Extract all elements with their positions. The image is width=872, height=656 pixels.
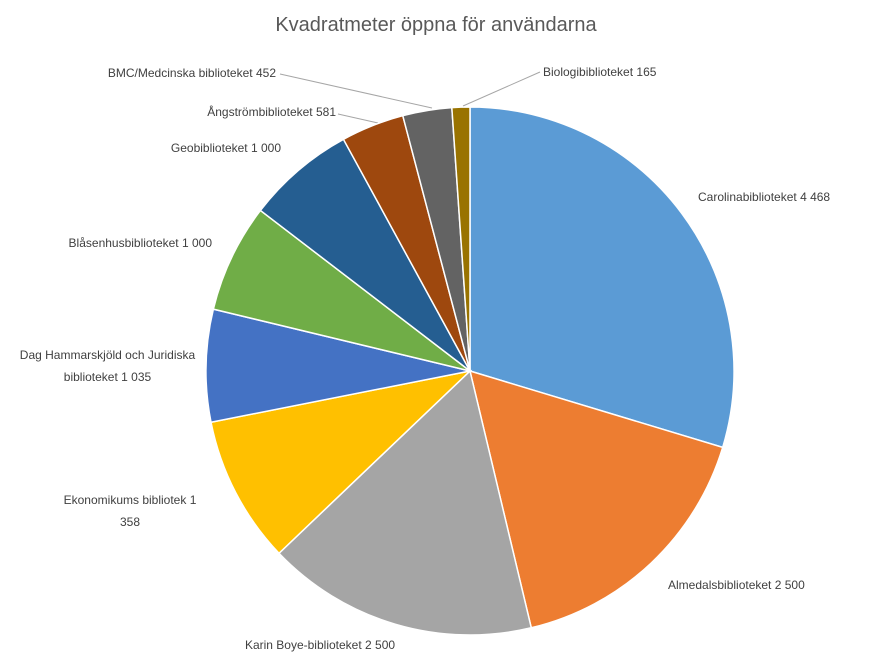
pie-slice: [468, 369, 724, 629]
pie-slice: [469, 106, 735, 449]
pie-slice: [259, 138, 471, 372]
data-label: Ångströmbiblioteket 581: [100, 101, 336, 123]
label-value: 1 035: [121, 370, 152, 384]
label-value: 2 500: [365, 638, 396, 652]
data-label: Almedalsbiblioteket 2 500: [668, 574, 848, 596]
label-value: 165: [636, 65, 657, 79]
data-label: Blåsenhusbiblioteket 1 000: [20, 232, 212, 254]
label-value: 452: [255, 66, 276, 80]
label-category: Almedalsbiblioteket: [668, 578, 772, 592]
leader-line: [462, 71, 541, 107]
data-label: Biologibiblioteket 165: [543, 61, 743, 83]
chart-title: Kvadratmeter öppna för användarna: [275, 14, 597, 36]
data-label: Geobiblioteket 1 000: [100, 137, 281, 159]
pie-slice: [277, 369, 533, 636]
leader-line: [279, 73, 433, 109]
data-label: Ekonomikums bibliotek 1 358: [55, 489, 205, 533]
label-category: Dag Hammarskjöld och Juridiska bibliotek…: [19, 348, 196, 384]
label-category: Carolinabiblioteket: [698, 190, 797, 204]
pie-slice: [210, 369, 473, 555]
label-value: 581: [315, 105, 336, 119]
pie-slice: [205, 308, 471, 424]
label-category: BMC/Medcinska biblioteket: [107, 66, 253, 80]
data-label: Carolinabiblioteket 4 468: [698, 186, 872, 208]
label-value: 2 500: [774, 578, 805, 592]
label-category: Karin Boye-biblioteket: [244, 638, 362, 652]
label-category: Blåsenhusbiblioteket: [68, 236, 179, 250]
label-category: Geobiblioteket: [170, 141, 248, 155]
label-value: 4 468: [800, 190, 831, 204]
pie-slice: [212, 209, 471, 372]
label-category: Ekonomikums bibliotek: [63, 493, 187, 507]
data-label: Karin Boye-biblioteket 2 500: [210, 634, 430, 656]
label-category: Biologibiblioteket: [543, 65, 634, 79]
leader-lines: [279, 71, 541, 124]
label-category: Ångströmbiblioteket: [207, 105, 313, 119]
label-value: 1 358: [119, 493, 197, 529]
label-value: 1 000: [250, 141, 281, 155]
label-value: 1 000: [181, 236, 212, 250]
data-label: Dag Hammarskjöld och Juridiska bibliotek…: [15, 344, 200, 388]
pie-slice: [451, 106, 471, 372]
leader-line: [337, 113, 379, 124]
data-label: BMC/Medcinska biblioteket 452: [20, 62, 276, 84]
